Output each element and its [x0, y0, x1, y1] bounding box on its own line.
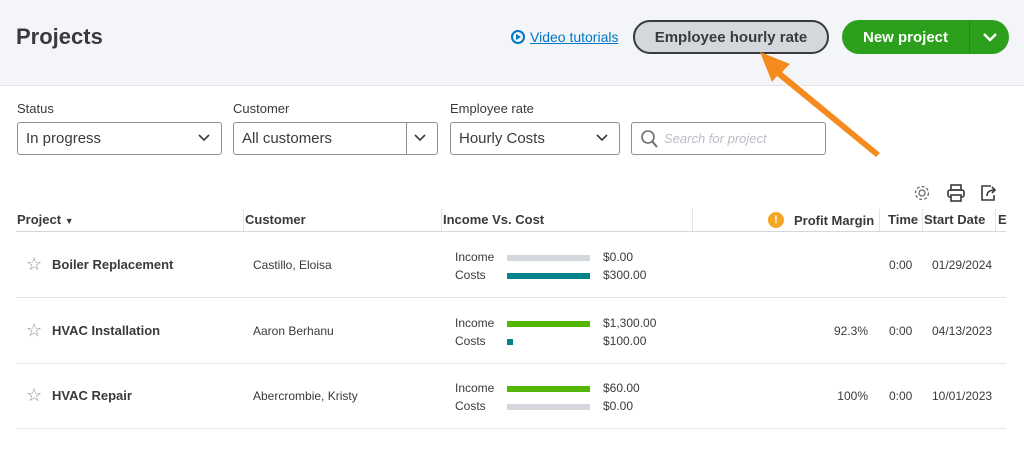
new-project-button-group: New project — [842, 20, 1009, 54]
new-project-dropdown[interactable] — [970, 20, 1009, 54]
video-tutorials-label: Video tutorials — [530, 29, 619, 45]
costs-bar — [507, 338, 514, 345]
costs-bar — [507, 404, 590, 410]
page-header: Projects Video tutorials Employee hourly… — [0, 0, 1024, 86]
project-name[interactable]: HVAC Repair — [52, 388, 132, 403]
project-name[interactable]: Boiler Replacement — [52, 257, 174, 272]
star-icon[interactable]: ☆ — [26, 254, 43, 274]
costs-amount: $300.00 — [603, 268, 647, 282]
costs-label: Costs — [455, 333, 486, 348]
income-bar — [507, 386, 590, 392]
start-date: 10/01/2023 — [932, 389, 993, 403]
income-amount: $1,300.00 — [603, 315, 657, 330]
new-project-button[interactable]: New project — [842, 20, 970, 54]
employee-hourly-rate-button[interactable]: Employee hourly rate — [633, 20, 829, 54]
gear-icon[interactable] — [913, 184, 931, 202]
column-header-end-date[interactable]: E — [998, 212, 1007, 227]
customer-name: Abercrombie, Kristy — [253, 389, 358, 403]
play-icon — [511, 30, 525, 44]
column-header-project[interactable]: Project ▼ — [17, 212, 74, 227]
table-row[interactable]: ☆ HVAC Installation Aaron Berhanu Income… — [16, 298, 1006, 364]
profit-margin: 92.3% — [833, 323, 868, 338]
table-row[interactable]: ☆ Boiler Replacement Castillo, Eloisa In… — [16, 232, 1006, 298]
employee-rate-label: Employee rate — [450, 101, 534, 116]
income-label: Income — [455, 381, 495, 395]
video-tutorials-link[interactable]: Video tutorials — [511, 29, 618, 45]
profit-margin: 100% — [837, 389, 868, 403]
time: 0:00 — [889, 258, 913, 272]
income-amount: $60.00 — [603, 381, 640, 395]
status-select[interactable]: In progress — [17, 122, 222, 155]
time: 0:00 — [889, 389, 913, 403]
customer-value: All customers — [242, 130, 333, 147]
column-header-start-date[interactable]: Start Date — [924, 212, 986, 227]
project-search[interactable] — [631, 122, 826, 155]
status-value: In progress — [26, 130, 102, 147]
customer-name: Castillo, Eloisa — [253, 258, 332, 272]
start-date: 01/29/2024 — [932, 258, 993, 272]
column-header-customer[interactable]: Customer — [245, 212, 306, 227]
chevron-down-icon — [596, 134, 608, 142]
time: 0:00 — [889, 323, 913, 338]
column-header-income-vs-cost[interactable]: Income Vs. Cost — [443, 212, 545, 227]
income-label: Income — [455, 315, 495, 330]
costs-bar — [507, 273, 590, 279]
status-label: Status — [17, 101, 54, 116]
customer-select[interactable]: All customers — [233, 122, 438, 155]
chevron-down-icon — [414, 134, 426, 142]
search-icon — [641, 129, 658, 148]
income-amount: $0.00 — [603, 250, 634, 264]
start-date: 04/13/2023 — [932, 323, 993, 338]
print-icon[interactable] — [947, 184, 965, 202]
costs-label: Costs — [455, 399, 486, 413]
employee-rate-value: Hourly Costs — [459, 130, 545, 147]
employee-rate-select[interactable]: Hourly Costs — [450, 122, 620, 155]
costs-amount: $0.00 — [603, 399, 634, 413]
warning-icon: ! — [768, 212, 784, 228]
star-icon[interactable]: ☆ — [26, 319, 43, 340]
customer-label: Customer — [233, 101, 290, 116]
page-title: Projects — [16, 24, 103, 49]
customer-name: Aaron Berhanu — [253, 323, 334, 338]
income-label: Income — [455, 250, 495, 264]
income-bar — [507, 255, 590, 261]
costs-label: Costs — [455, 268, 486, 282]
project-name[interactable]: HVAC Installation — [52, 322, 161, 338]
column-header-profit-margin[interactable]: ! Profit Margin — [768, 212, 874, 228]
table-row[interactable]: ☆ HVAC Repair Abercrombie, Kristy Income… — [16, 363, 1006, 429]
costs-amount: $100.00 — [603, 333, 647, 348]
column-header-time[interactable]: Time — [888, 212, 919, 227]
table-tools — [913, 184, 997, 202]
export-icon[interactable] — [979, 184, 997, 202]
search-input[interactable] — [664, 131, 814, 146]
chevron-down-icon — [198, 134, 210, 142]
chevron-down-icon — [982, 33, 997, 42]
income-bar — [507, 320, 590, 327]
star-icon[interactable]: ☆ — [26, 385, 43, 405]
